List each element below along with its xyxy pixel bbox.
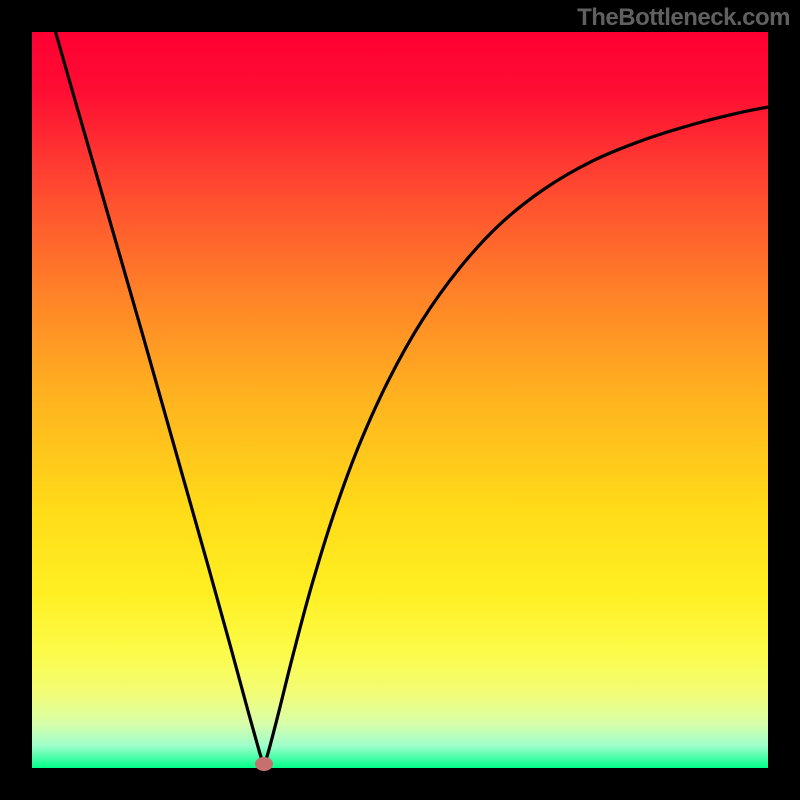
chart-container: TheBottleneck.com xyxy=(0,0,800,800)
plot-area xyxy=(32,32,768,768)
bottleneck-curve xyxy=(32,32,768,768)
watermark-text: TheBottleneck.com xyxy=(577,4,790,32)
optimal-marker xyxy=(255,757,273,771)
